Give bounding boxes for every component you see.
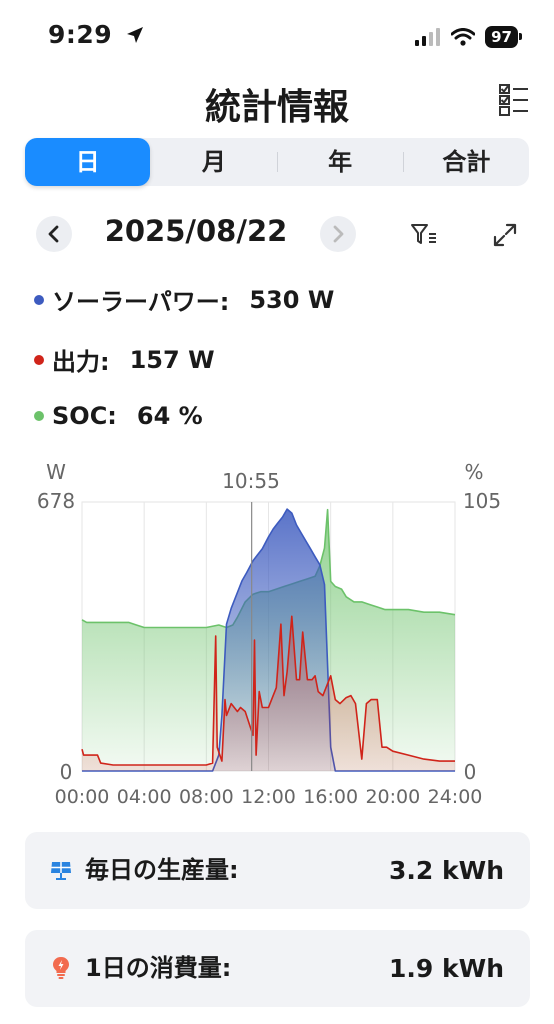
solar-panel-icon	[51, 862, 71, 880]
x-tick-label: 20:00	[365, 786, 420, 808]
status-time: 9:29	[48, 20, 145, 49]
soc-value: 64 %	[136, 402, 203, 430]
chart-x-ticks: 00:00 04:00 08:00 12:00 16:00 20:00 24:00	[55, 786, 483, 808]
tab-year[interactable]: 年	[328, 148, 353, 176]
location-arrow-icon	[127, 27, 144, 43]
legend-output: 出力: 157 W	[34, 342, 215, 377]
chart-series	[81, 502, 456, 772]
tab-month[interactable]: 月	[201, 148, 226, 176]
x-tick-label: 12:00	[241, 786, 296, 808]
series-area-solar	[82, 509, 455, 771]
tab-divider	[276, 152, 278, 172]
left-axis-min: 0	[60, 760, 73, 784]
daily-consumption-card[interactable]: 1日の消費量: 1.9 kWh	[25, 930, 530, 1007]
tab-divider	[402, 152, 404, 172]
chevron-left-icon	[48, 225, 59, 243]
daily-consumption-value: 1.9 kWh	[389, 954, 504, 983]
battery-indicator: 97	[485, 26, 522, 48]
prev-date-button[interactable]	[36, 216, 72, 252]
x-tick-label: 24:00	[428, 786, 483, 808]
next-date-button[interactable]	[320, 216, 356, 252]
daily-consumption-label: 1日の消費量:	[85, 954, 232, 982]
tab-day[interactable]: 日	[25, 138, 151, 186]
period-tabs: 日 月 年 合計	[25, 138, 529, 186]
series-line-solar	[82, 508, 455, 772]
x-tick-label: 00:00	[55, 786, 110, 808]
chevron-right-icon	[333, 225, 344, 243]
right-axis-unit: %	[464, 460, 483, 484]
lightbulb-icon	[53, 957, 69, 979]
series-line-output	[81, 615, 455, 766]
left-axis-unit: W	[46, 460, 66, 484]
output-value: 157 W	[129, 345, 215, 374]
daily-production-label: 毎日の生産量:	[85, 856, 239, 884]
x-tick-label: 04:00	[117, 786, 172, 808]
filter-icon[interactable]	[410, 222, 438, 248]
checklist-menu-icon[interactable]	[498, 82, 530, 118]
wifi-icon	[451, 28, 476, 46]
legend-dot-soc	[34, 411, 44, 421]
expand-icon[interactable]	[492, 222, 518, 248]
power-chart[interactable]: W % 678 105 0 0 10:55 00:00 04:00 08:00 12:…	[0, 455, 554, 815]
x-tick-label: 08:00	[179, 786, 234, 808]
x-tick-label: 16:00	[303, 786, 358, 808]
status-indicators: 97	[415, 24, 522, 50]
legend-dot-solar	[34, 294, 44, 305]
daily-production-card[interactable]: 毎日の生産量: 3.2 kWh	[25, 832, 530, 909]
left-axis-max: 678	[37, 489, 75, 513]
solar-value: 530 W	[249, 285, 335, 314]
legend-dot-output	[34, 354, 44, 365]
cellular-signal-icon	[415, 28, 441, 46]
right-axis-min: 0	[464, 760, 477, 784]
tab-total[interactable]: 合計	[442, 148, 491, 176]
legend-soc: SOC: 64 %	[34, 402, 203, 430]
current-date[interactable]: 2025/08/22	[104, 214, 288, 248]
series-area-output	[82, 616, 455, 771]
right-axis-max: 105	[463, 489, 501, 513]
cursor-time-label: 10:55	[222, 469, 280, 493]
legend-solar: ソーラーパワー: 530 W	[34, 282, 334, 317]
page-title: 統計情報	[204, 87, 349, 128]
daily-production-value: 3.2 kWh	[389, 856, 504, 885]
